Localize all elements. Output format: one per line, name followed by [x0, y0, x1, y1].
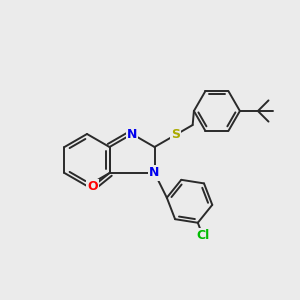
Text: N: N	[149, 167, 160, 179]
Text: N: N	[127, 128, 137, 140]
Text: S: S	[171, 128, 180, 142]
Text: O: O	[87, 180, 98, 193]
Text: Cl: Cl	[196, 229, 209, 242]
